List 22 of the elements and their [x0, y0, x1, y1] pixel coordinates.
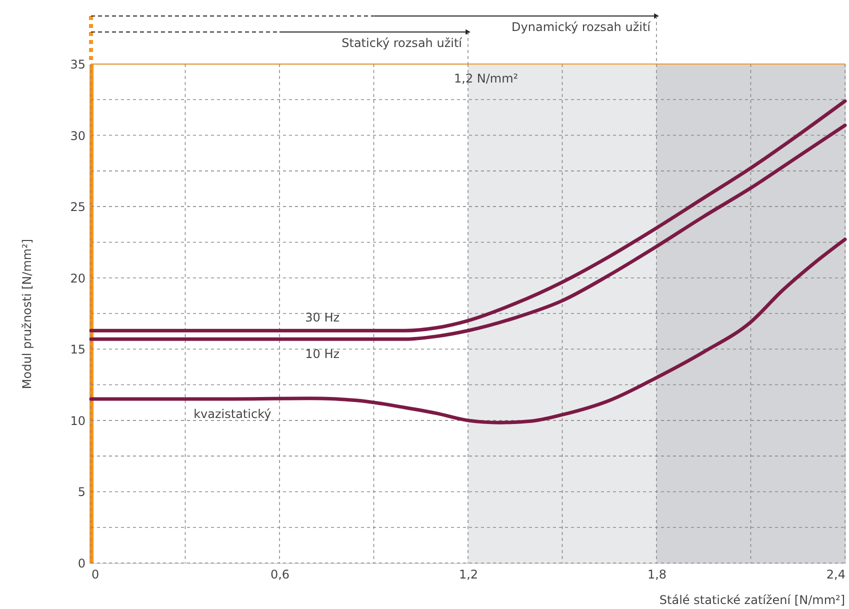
y-tick-label: 5 [78, 485, 86, 500]
series-label: kvazistatický [194, 407, 272, 422]
x-tick-label: 0 [92, 568, 100, 582]
x-tick-label: 0,6 [270, 568, 290, 582]
y-tick-label: 25 [70, 200, 86, 214]
y-tick-label: 35 [70, 58, 86, 72]
y-tick-label: 20 [70, 271, 86, 286]
y-tick-label: 0 [78, 556, 86, 570]
text: Dynamický rozsah užití [512, 20, 652, 34]
y-tick-label: 15 [70, 342, 86, 357]
y-axis-title: Modul pružnosti [N/mm²] [20, 238, 34, 390]
x-tick-label: 2,4 [826, 568, 846, 582]
y-tick-label: 30 [70, 128, 86, 143]
series-label: 30 Hz [305, 310, 340, 325]
annotation: 1,2 N/mm² [454, 71, 518, 86]
x-tick-label: 1,8 [647, 568, 667, 582]
text: Statický rozsah užití [342, 36, 463, 50]
x-axis-title: Stálé statické zatížení [N/mm²] [659, 593, 845, 607]
series-label: 10 Hz [305, 347, 340, 362]
line-series [89, 238, 847, 424]
y-tick-label: 10 [70, 414, 86, 428]
x-tick-label: 1,2 [458, 568, 478, 582]
